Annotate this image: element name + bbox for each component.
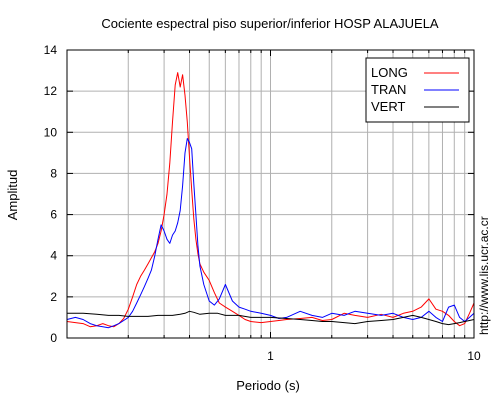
x-axis-label: Periodo (s) [236,378,300,393]
chart-title: Cociente espectral piso superior/inferio… [101,16,439,31]
y-tick-label: 8 [50,166,57,180]
y-tick-label: 14 [44,43,58,57]
grid-lines [66,50,475,338]
y-axis-label: Amplitud [5,170,20,221]
series-line-vert [67,310,475,326]
y-tick-label: 6 [50,208,57,222]
legend-label-vert: VERT [371,99,405,114]
axis-ticks: 0 2 4 6 8 10 12 14 1 10 [44,43,481,363]
legend-label-long: LONG [371,65,408,80]
x-tick-label: 10 [467,349,481,363]
y-tick-label: 4 [50,249,57,263]
y-tick-label: 0 [50,331,57,345]
y-tick-label: 10 [44,125,58,139]
series-layer [66,72,475,329]
y-tick-label: 12 [44,84,58,98]
x-tick-label: 1 [267,349,274,363]
series-line-tran [66,138,475,329]
legend: LONG TRAN VERT [365,57,470,123]
side-url-label: http://www.lis.ucr.ac.cr [477,216,491,335]
legend-label-tran: TRAN [371,82,406,97]
y-tick-label: 2 [50,290,57,304]
